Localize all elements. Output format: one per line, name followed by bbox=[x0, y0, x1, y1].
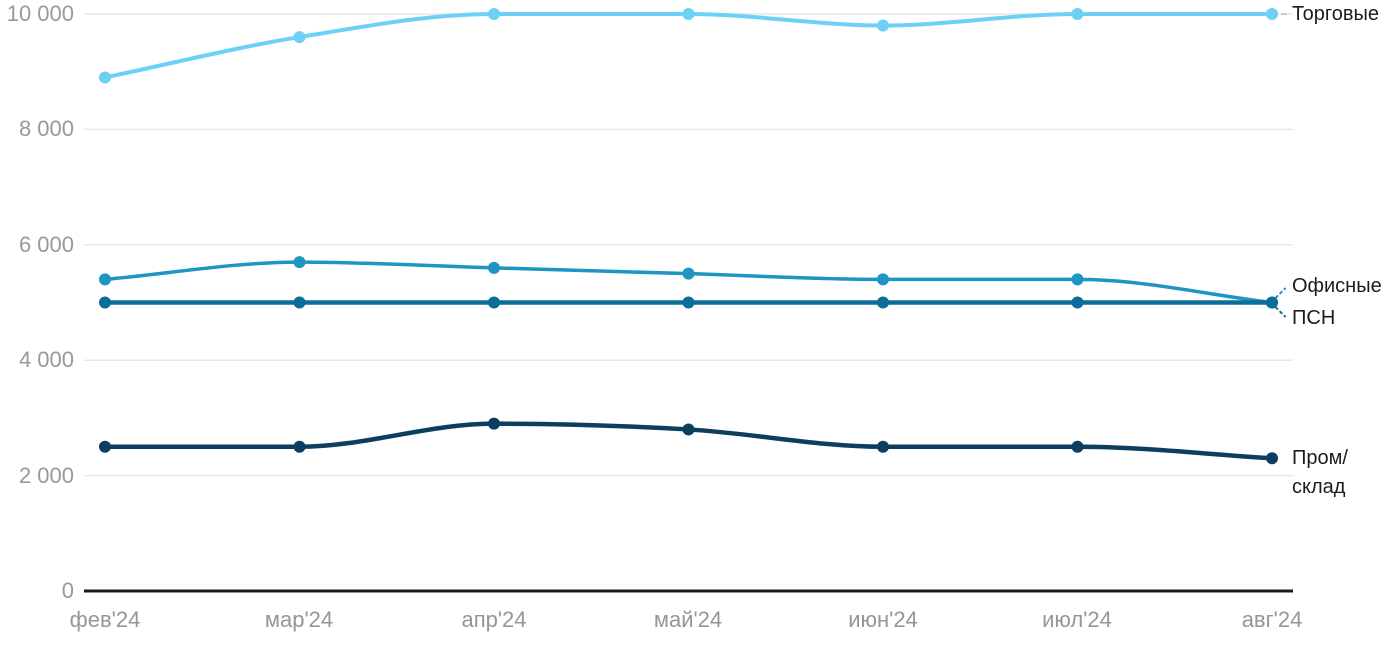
y-tick-label: 6 000 bbox=[18, 232, 74, 257]
data-point-prom-sklad-5[interactable] bbox=[1071, 440, 1084, 453]
data-point-ofisnye-2[interactable] bbox=[488, 261, 500, 274]
data-point-torgovye-0[interactable] bbox=[99, 71, 111, 84]
series-label-text: Офисные bbox=[1292, 275, 1382, 297]
data-point-psn-3[interactable] bbox=[682, 296, 695, 309]
y-tick-label: 8 000 bbox=[18, 116, 74, 141]
data-point-psn-4[interactable] bbox=[877, 296, 889, 309]
data-point-psn-5[interactable] bbox=[1071, 296, 1084, 309]
data-point-torgovye-2[interactable] bbox=[488, 8, 500, 20]
data-point-prom-sklad-6[interactable] bbox=[1266, 452, 1278, 465]
x-tick-label: фев'24 bbox=[69, 607, 141, 632]
data-point-prom-sklad-3[interactable] bbox=[682, 423, 695, 436]
data-point-prom-sklad-1[interactable] bbox=[293, 440, 306, 453]
series-label-prom-sklad: Пром/ склад bbox=[1292, 444, 1348, 502]
series-line-torgovye bbox=[103, 11, 1274, 80]
data-point-torgovye-6[interactable] bbox=[1266, 8, 1278, 20]
series-label-ofisnye: Офисные bbox=[1292, 272, 1382, 301]
x-tick-label: мар'24 bbox=[264, 607, 334, 632]
y-tick-label: 4 000 bbox=[18, 347, 74, 372]
series-label-text: Пром/ bbox=[1292, 447, 1348, 469]
data-point-ofisnye-0[interactable] bbox=[99, 273, 111, 286]
series-label-psn: ПСН bbox=[1292, 304, 1335, 333]
data-point-psn-6[interactable] bbox=[1266, 296, 1278, 309]
x-tick-label: апр'24 bbox=[461, 607, 527, 632]
series-label-text: Торговые bbox=[1292, 3, 1380, 25]
series-label-text: ПСН bbox=[1292, 307, 1336, 329]
data-point-ofisnye-5[interactable] bbox=[1071, 273, 1084, 286]
data-point-psn-1[interactable] bbox=[293, 296, 306, 309]
data-point-psn-2[interactable] bbox=[488, 296, 500, 309]
x-tick-label: май'24 bbox=[653, 607, 723, 632]
x-tick-label: июл'24 bbox=[1042, 607, 1112, 632]
data-point-prom-sklad-0[interactable] bbox=[99, 440, 111, 453]
series-label-text: склад bbox=[1292, 476, 1346, 498]
data-point-prom-sklad-4[interactable] bbox=[877, 440, 889, 453]
label-connector-ofisnye bbox=[1275, 287, 1286, 299]
y-tick-label: 2 000 bbox=[18, 463, 74, 488]
data-point-psn-0[interactable] bbox=[99, 296, 111, 309]
y-tick-label: 10 000 bbox=[6, 1, 74, 26]
x-tick-label: авг'24 bbox=[1241, 607, 1303, 632]
data-point-ofisnye-3[interactable] bbox=[682, 267, 695, 280]
data-point-prom-sklad-2[interactable] bbox=[488, 417, 500, 430]
series-label-torgovye: Торговые bbox=[1292, 0, 1379, 29]
label-connector-psn bbox=[1275, 306, 1286, 318]
data-point-torgovye-5[interactable] bbox=[1071, 8, 1084, 20]
data-point-ofisnye-1[interactable] bbox=[293, 256, 306, 269]
y-tick-label: 0 bbox=[61, 578, 74, 603]
data-point-torgovye-3[interactable] bbox=[682, 8, 695, 20]
data-point-ofisnye-4[interactable] bbox=[877, 273, 889, 286]
x-tick-label: июн'24 bbox=[848, 607, 918, 632]
data-point-torgovye-4[interactable] bbox=[877, 19, 889, 32]
data-point-torgovye-1[interactable] bbox=[293, 31, 306, 44]
